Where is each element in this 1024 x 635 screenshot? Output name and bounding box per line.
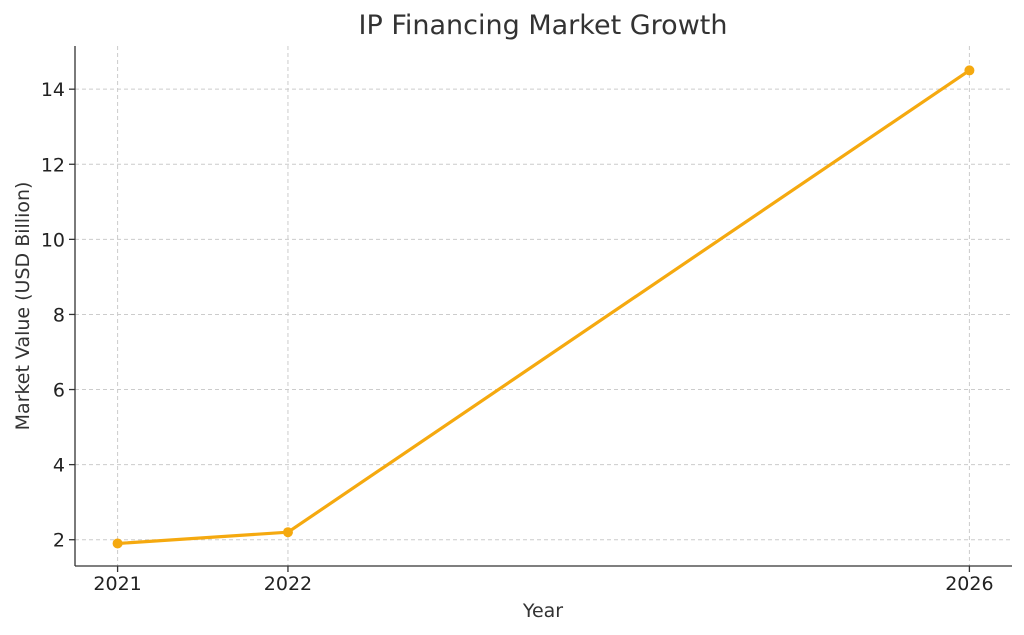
y-tick-label: 12 <box>41 154 65 176</box>
x-tick-label: 2026 <box>945 573 993 595</box>
y-axis-label: Market Value (USD Billion) <box>12 182 34 431</box>
x-tick-label: 2021 <box>93 573 141 595</box>
data-point <box>964 65 975 76</box>
series-layer <box>112 65 975 549</box>
y-tick-label: 6 <box>53 380 65 402</box>
y-tick-label: 10 <box>41 229 65 251</box>
y-tick-label: 2 <box>53 530 65 552</box>
x-tick-label: 2022 <box>264 573 312 595</box>
grid <box>75 46 1012 566</box>
data-point <box>112 538 123 549</box>
x-axis-label: Year <box>522 600 563 622</box>
ticks: 2 4 6 8 10 12 14 2021 2022 2026 <box>41 79 994 595</box>
series-line <box>115 68 972 546</box>
y-tick-label: 4 <box>53 455 65 477</box>
data-point <box>282 527 293 538</box>
y-tick-label: 8 <box>53 304 65 326</box>
axes <box>74 46 1012 567</box>
chart-title: IP Financing Market Growth <box>359 10 728 41</box>
y-tick-label: 14 <box>41 79 65 101</box>
